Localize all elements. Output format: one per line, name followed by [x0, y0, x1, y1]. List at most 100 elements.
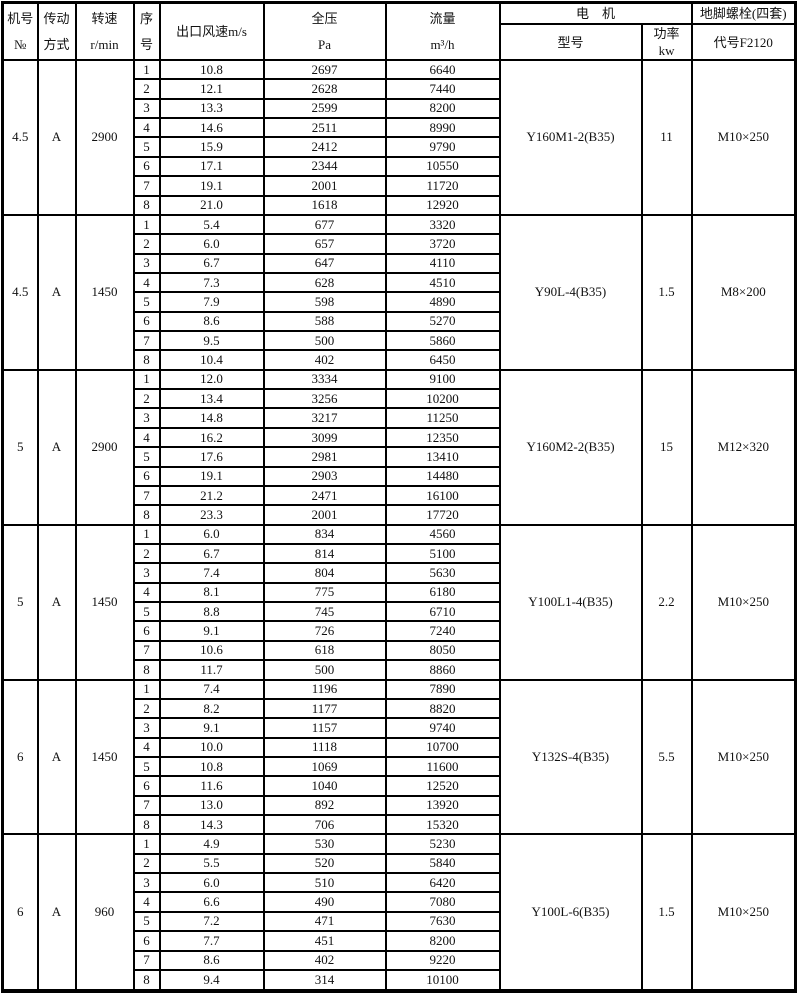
pressure-cell: 2344: [262, 155, 387, 178]
drive-mode-cell: A: [36, 368, 77, 526]
motor-model-cell: Y132S-4(B35): [498, 678, 643, 836]
seq-cell: 5: [132, 601, 161, 623]
flow-cell: 10200: [384, 388, 501, 410]
outlet-velocity-cell: 6.6: [158, 891, 265, 913]
spec-row: 8 21.0 1618 12920: [3, 194, 796, 216]
pressure-cell: 3099: [262, 426, 387, 449]
spec-row: 7 13.0 892 13920: [3, 794, 796, 817]
flow-cell: 17720: [384, 504, 501, 526]
flow-cell: 7630: [384, 910, 501, 933]
outlet-velocity-cell: 11.7: [158, 659, 265, 681]
outlet-velocity-cell: 12.1: [158, 78, 265, 100]
seq-cell: 6: [132, 310, 161, 333]
seq-cell: 5: [132, 755, 161, 778]
pressure-cell: 834: [262, 523, 387, 546]
spec-row: 6 A 960 1 4.9 530 5230 Y100L-6(B35) 1.5 M10×250: [1, 833, 797, 992]
power-cell: 11: [640, 59, 693, 216]
motor-model-cell: Y100L1-4(B35): [498, 523, 643, 681]
outlet-velocity-cell: 16.2: [158, 426, 265, 449]
outlet-velocity-cell: 15.9: [158, 136, 265, 158]
outlet-velocity-cell: 10.8: [158, 58, 265, 81]
pressure-cell: 520: [262, 852, 387, 875]
pressure-cell: 1118: [262, 736, 387, 758]
drive-mode-cell: A: [36, 678, 77, 836]
spec-row: 3 6.7 647 4110: [3, 252, 796, 274]
outlet-velocity-cell: 17.1: [158, 155, 265, 178]
flow-cell: 10100: [384, 968, 501, 993]
flow-cell: 12350: [384, 426, 501, 449]
seq-cell: 1: [132, 833, 161, 855]
header-model-no: 机号 №: [1, 1, 39, 61]
pressure-cell: 1618: [262, 194, 387, 216]
spec-row: 4 8.1 775 6180: [3, 581, 796, 604]
pressure-cell: 892: [262, 794, 387, 817]
outlet-velocity-cell: 9.1: [158, 717, 265, 739]
seq-cell: 6: [132, 155, 161, 178]
pressure-cell: 490: [262, 891, 387, 913]
seq-cell: 2: [132, 388, 161, 410]
spec-row: 8 10.4 402 6450: [3, 349, 796, 371]
rpm-cell: 1450: [74, 523, 135, 681]
power-cell: 5.5: [640, 678, 693, 836]
seq-cell: 3: [132, 872, 161, 894]
spec-row: 3 6.0 510 6420: [3, 872, 796, 894]
seq-cell: 6: [132, 930, 161, 952]
spec-row: 2 8.2 1177 8820: [3, 697, 796, 720]
flow-cell: 3720: [384, 233, 501, 255]
seq-cell: 7: [132, 949, 161, 971]
spec-row: 6 11.6 1040 12520: [3, 775, 796, 797]
outlet-velocity-cell: 7.3: [158, 271, 265, 294]
table-body: 4.5 A 2900 1 10.8 2697 6640 Y160M1-2(B35) 11 M10×…: [1, 58, 797, 993]
pressure-cell: 814: [262, 542, 387, 565]
seq-cell: 8: [132, 194, 161, 216]
pressure-cell: 2001: [262, 504, 387, 526]
seq-cell: 8: [132, 349, 161, 371]
pressure-cell: 3334: [262, 368, 387, 391]
power-cell: 1.5: [640, 833, 693, 992]
pressure-cell: 3217: [262, 407, 387, 429]
seq-cell: 2: [132, 852, 161, 875]
header-speed: 转速 r/min: [74, 1, 135, 61]
flow-cell: 6640: [384, 58, 501, 81]
seq-cell: 8: [132, 504, 161, 526]
seq-cell: 1: [132, 368, 161, 391]
outlet-velocity-cell: 12.0: [158, 368, 265, 391]
seq-cell: 8: [132, 968, 161, 993]
flow-cell: 4510: [384, 271, 501, 294]
flow-cell: 12920: [384, 194, 501, 216]
pressure-cell: 402: [262, 349, 387, 371]
power-cell: 1.5: [640, 213, 693, 371]
flow-cell: 7440: [384, 78, 501, 100]
pressure-cell: 314: [262, 968, 387, 993]
seq-cell: 1: [132, 523, 161, 546]
seq-cell: 1: [132, 213, 161, 236]
flow-cell: 13920: [384, 794, 501, 817]
pressure-cell: 2599: [262, 97, 387, 120]
model-no-cell: 6: [1, 678, 39, 836]
pressure-cell: 1157: [262, 717, 387, 739]
outlet-velocity-cell: 8.6: [158, 310, 265, 333]
pressure-cell: 726: [262, 620, 387, 642]
flow-cell: 11250: [384, 407, 501, 429]
outlet-velocity-cell: 14.8: [158, 407, 265, 429]
flow-cell: 5230: [384, 833, 501, 855]
flow-cell: 6180: [384, 581, 501, 604]
flow-cell: 8990: [384, 117, 501, 139]
flow-cell: 8820: [384, 697, 501, 720]
pressure-cell: 510: [262, 872, 387, 894]
seq-cell: 2: [132, 233, 161, 255]
model-no-cell: 5: [1, 523, 39, 681]
bolt-cell: M12×320: [690, 368, 797, 526]
pressure-cell: 2511: [262, 117, 387, 139]
flow-cell: 7240: [384, 620, 501, 642]
outlet-velocity-cell: 5.4: [158, 213, 265, 236]
bolt-cell: M10×250: [690, 678, 797, 836]
pressure-cell: 471: [262, 910, 387, 933]
seq-cell: 3: [132, 717, 161, 739]
spec-row: 6 A 1450 1 7.4 1196 7890 Y132S-4(B35) 5.5 M10×250: [1, 678, 797, 836]
pressure-cell: 647: [262, 252, 387, 274]
pressure-cell: 2001: [262, 175, 387, 197]
seq-cell: 4: [132, 117, 161, 139]
seq-cell: 7: [132, 484, 161, 507]
